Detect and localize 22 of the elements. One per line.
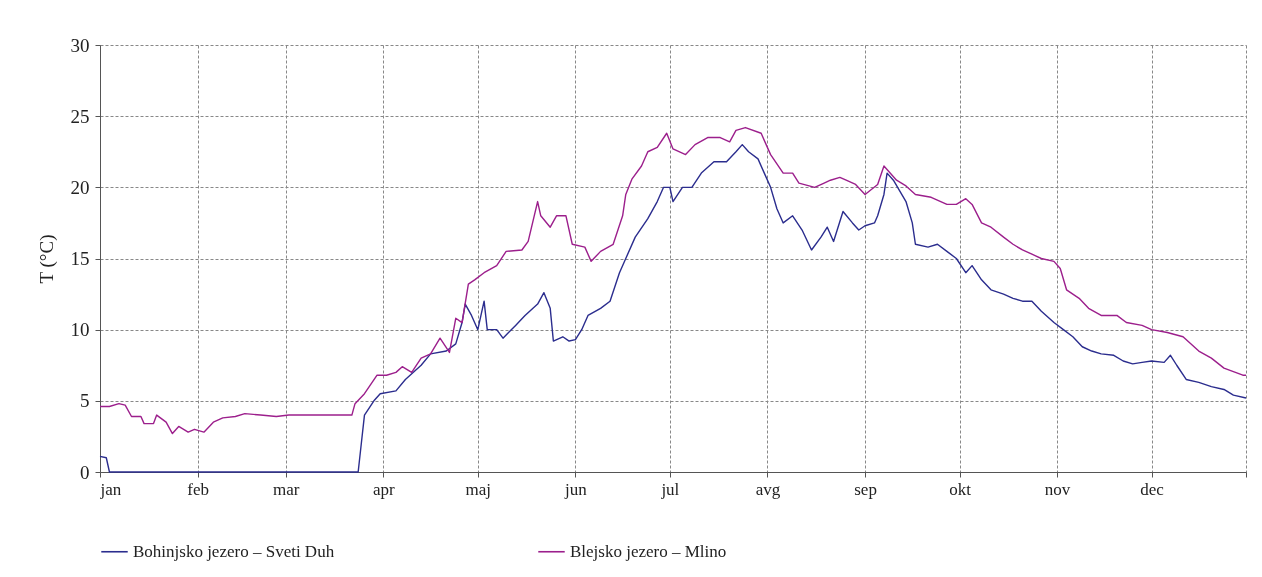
x-tick-label: maj <box>465 479 492 499</box>
y-tick-label: 15 <box>70 248 90 269</box>
x-tick-label: jun <box>564 479 588 499</box>
y-tick-label: 10 <box>70 319 90 341</box>
x-tick-label: dec <box>1140 479 1165 499</box>
x-tick-label: mar <box>273 479 300 499</box>
x-tick-label: okt <box>949 479 972 499</box>
legend-label: Blejsko jezero – Mlino <box>570 541 727 561</box>
y-tick-label: 20 <box>70 176 90 198</box>
y-tick-label: 0 <box>80 461 90 483</box>
x-tick-label: apr <box>372 479 396 499</box>
y-tick-label: 5 <box>80 390 90 412</box>
x-tick-label: feb <box>187 479 209 499</box>
legend-label: Bohinjsko jezero – Sveti Duh <box>133 541 335 561</box>
x-tick-label: nov <box>1044 479 1071 499</box>
x-tick-label: jan <box>99 479 122 499</box>
x-tick-label: sep <box>854 479 877 499</box>
x-tick-label: jul <box>660 479 680 499</box>
y-axis-title: T (°C) <box>35 234 58 284</box>
y-tick-label: 30 <box>70 34 90 56</box>
x-tick-label: avg <box>755 479 781 499</box>
y-tick-label: 25 <box>70 105 90 127</box>
